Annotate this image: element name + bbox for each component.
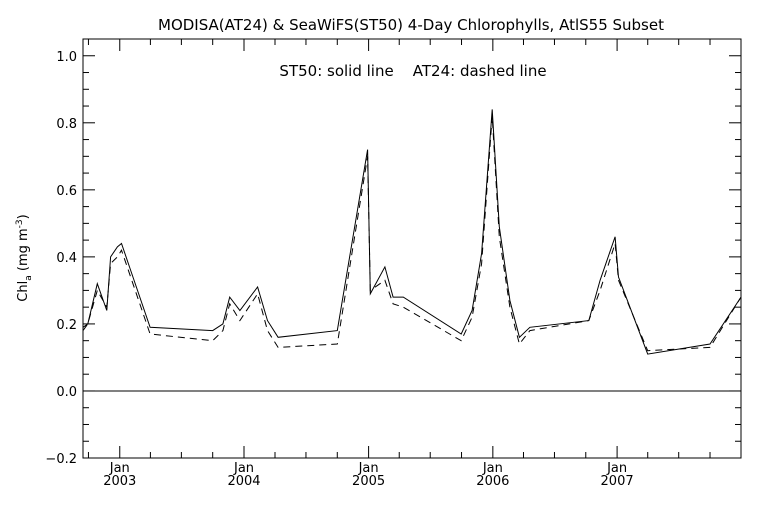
y-tick-label: 0.0 [56,385,77,400]
y-tick-label: 0.8 [56,117,77,132]
y-tick-label: 0.4 [56,251,77,266]
series-line-at24 [82,116,742,352]
x-tick-month-label: Jan [233,461,254,476]
x-tick-year-label: 2005 [352,474,385,489]
y-axis-label-close: ) [16,214,31,219]
y-axis-label-main: Chl [16,281,31,302]
plot-area: −0.20.00.20.40.60.81.0Jan2003Jan2004Jan2… [45,38,742,489]
x-tick-month-label: Jan [358,461,379,476]
x-tick-year-label: 2007 [601,474,634,489]
y-axis-label-unit-text: (mg m [16,228,31,271]
y-tick-label: 0.6 [56,184,77,199]
x-tick-year-label: 2004 [227,474,260,489]
y-axis-label: Chla (mg m-3) [15,214,34,301]
y-axis-label-superscript: -3 [15,219,25,228]
x-tick-year-label: 2003 [103,474,136,489]
y-tick-label: 1.0 [56,50,77,65]
y-tick-label: −0.2 [45,452,77,467]
series-line-st50 [82,109,742,355]
y-axis-label-subscript: a [24,275,34,281]
plot-frame [82,38,742,459]
y-tick-label: 0.2 [56,318,77,333]
x-tick-month-label: Jan [482,461,503,476]
x-tick-year-label: 2006 [476,474,509,489]
x-tick-month-label: Jan [606,461,627,476]
series-legend-annotation: ST50: solid line AT24: dashed line [279,62,546,80]
x-tick-month-label: Jan [109,461,130,476]
chart-title: MODISA(AT24) & SeaWiFS(ST50) 4-Day Chlor… [158,16,664,34]
